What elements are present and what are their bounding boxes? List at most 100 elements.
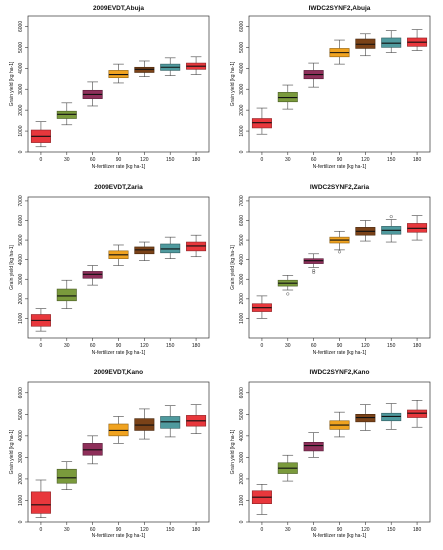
y-tick-label: 4000 [239,430,245,441]
x-tick-label: 30 [64,343,70,349]
box-60 [82,81,103,107]
x-tick-label: 0 [261,343,264,349]
y-tick-label: 1000 [239,313,245,324]
x-tick-label: 30 [285,527,291,533]
y-tick-label: 5000 [239,234,245,245]
x-tick-label: 150 [387,527,396,533]
y-tick-label: 7000 [239,195,245,206]
x-tick-label: 0 [261,527,264,533]
y-tick-label: 3000 [239,83,245,94]
x-tick-label: 180 [413,157,422,163]
y-tick-label: 1000 [239,125,245,136]
y-tick-label: 5000 [18,42,24,53]
x-axis-title: N-fertilizer rate [kg ha-1] [92,350,146,356]
box-90 [108,244,129,266]
chart-title: IWDC2SYNF2,Kano [310,369,370,376]
y-tick-label: 6000 [239,387,245,398]
x-tick-label: 120 [140,343,149,349]
box-30 [277,454,298,482]
y-axis-title: Grain yield [kg ha-1] [230,245,236,290]
x-tick-label: 150 [387,343,396,349]
box-120 [355,404,376,431]
outlier-point [286,292,290,296]
chart-title: IWDC2SYNF2,Abuja [309,5,371,12]
box-120 [134,241,155,261]
plot-frame [248,196,431,339]
y-tick-label: 2000 [18,293,24,304]
box-60 [303,432,324,458]
y-axis-title: Grain yield [kg ha-1] [230,61,236,106]
x-axis-title: N-fertilizer rate [kg ha-1] [92,164,146,170]
outlier-point [337,250,342,254]
plot-frame [248,15,431,153]
y-tick-label: 3000 [18,83,24,94]
chart-title: IWDC2SYNF2,Zaria [310,184,370,191]
box-body [303,442,324,452]
chart-panel-5: 2009EVDT,Kano 0 1000 2000 3000 4000 5000 6000 Gr… [9,369,210,539]
box-body [30,491,51,514]
box-120 [134,60,155,77]
x-tick-label: 0 [40,343,43,349]
y-tick-label: 2000 [239,104,245,115]
box-150 [160,405,181,438]
box-90 [108,63,129,84]
x-tick-label: 60 [90,527,96,533]
x-tick-label: 180 [192,527,201,533]
y-tick-label: 6000 [18,387,24,398]
box-30 [56,461,77,490]
plot-frame [27,196,210,339]
y-tick-label: 6000 [18,21,24,32]
y-tick-label: 4000 [239,254,245,265]
box-0 [30,308,51,332]
y-tick-label: 2000 [18,473,24,484]
box-30 [56,102,77,126]
box-150 [381,403,402,430]
x-tick-label: 30 [64,157,70,163]
x-axis-title: N-fertilizer rate [kg ha-1] [92,533,146,539]
box-90 [329,39,350,65]
box-90 [329,230,350,254]
x-tick-label: 180 [192,157,201,163]
box-0 [30,121,51,148]
x-tick-label: 60 [311,157,317,163]
chart-panel-6: IWDC2SYNF2,Kano 0 1000 2000 3000 4000 5000 6000… [230,369,431,539]
x-tick-label: 120 [361,527,370,533]
x-tick-label: 150 [166,157,175,163]
x-tick-label: 150 [166,343,175,349]
y-tick-label: 2000 [18,104,24,115]
y-tick-label: 6000 [239,21,245,32]
x-tick-label: 180 [413,527,422,533]
x-tick-label: 120 [140,157,149,163]
box-60 [303,62,324,88]
x-tick-label: 150 [387,157,396,163]
box-180 [407,29,428,51]
x-tick-label: 180 [192,343,201,349]
y-tick-label: 6000 [18,215,24,226]
x-tick-label: 120 [361,343,370,349]
box-0 [251,295,272,319]
chart-panel-4: IWDC2SYNF2,Zaria 1000 2000 3000 4000 5000 6000… [230,184,431,356]
box-150 [381,215,402,243]
box-30 [56,279,77,309]
y-tick-label: 4000 [239,63,245,74]
box-120 [134,408,155,440]
outlier-point [312,268,316,272]
outlier-point [312,270,316,274]
y-tick-label: 3000 [18,452,24,463]
x-tick-label: 60 [90,157,96,163]
y-tick-label: 4000 [18,63,24,74]
plot-frame [27,381,210,523]
x-axis-title: N-fertilizer rate [kg ha-1] [313,350,367,356]
chart-panel-3: 2009EVDT,Zaria 1000 2000 3000 4000 5000 6000 70… [9,184,210,356]
x-tick-label: 90 [337,527,343,533]
y-axis-title: Grain yield [kg ha-1] [9,245,15,290]
box-30 [277,84,298,110]
box-120 [355,33,376,57]
x-tick-label: 90 [116,343,122,349]
plot-frame [27,15,210,153]
box-0 [30,479,51,518]
box-90 [329,411,350,438]
box-0 [251,484,272,515]
x-tick-label: 30 [285,157,291,163]
x-axis-title: N-fertilizer rate [kg ha-1] [313,164,367,170]
